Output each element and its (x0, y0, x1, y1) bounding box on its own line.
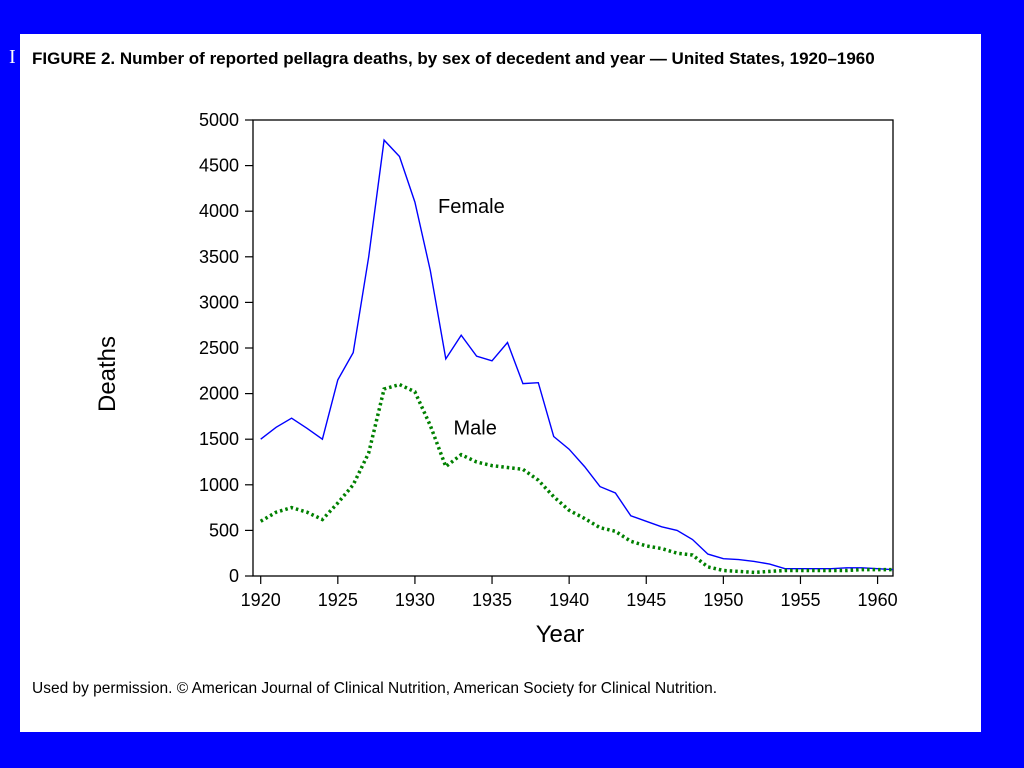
y-tick-label: 0 (229, 566, 239, 586)
x-tick-label: 1960 (858, 590, 898, 610)
y-tick-label: 4500 (199, 156, 239, 176)
x-tick-label: 1955 (780, 590, 820, 610)
y-tick-label: 3000 (199, 292, 239, 312)
x-tick-label: 1925 (318, 590, 358, 610)
series-line-female (260, 138, 894, 571)
figure-panel: FIGURE 2. Number of reported pellagra de… (20, 34, 981, 732)
x-tick-label: 1935 (472, 590, 512, 610)
x-axis-title: Year (536, 621, 585, 648)
x-axis: 1920 1925 1930 1935 1940 1945 1950 1955 1960 (241, 576, 898, 610)
series-label-male: Male (453, 418, 496, 440)
y-axis-title: Deaths (94, 336, 121, 412)
y-tick-label: 1500 (199, 429, 239, 449)
series-label-female: Female (438, 196, 505, 218)
figure-footnote: Used by permission. © American Journal o… (32, 680, 718, 697)
plot-frame (252, 119, 894, 577)
x-tick-label: 1945 (626, 590, 666, 610)
x-tick-label: 1940 (549, 590, 589, 610)
x-tick-label: 1950 (703, 590, 743, 610)
y-tick-label: 4000 (199, 201, 239, 221)
y-tick-label: 5000 (199, 110, 239, 130)
x-tick-label: 1920 (241, 590, 281, 610)
y-tick-label: 1000 (199, 475, 239, 495)
figure-title: FIGURE 2. Number of reported pellagra de… (32, 49, 875, 68)
slide-marker: I (9, 46, 16, 68)
y-tick-label: 2000 (199, 384, 239, 404)
y-tick-label: 3500 (199, 247, 239, 267)
x-tick-label: 1930 (395, 590, 435, 610)
y-tick-label: 500 (209, 520, 239, 540)
series-line-male (259, 382, 893, 575)
line-chart: 0 500 1000 1500 2000 2500 3000 3500 4000 4500 5000… (94, 110, 898, 648)
y-axis: 0 500 1000 1500 2000 2500 3000 3500 4000 4500 5000 (199, 110, 253, 586)
y-tick-label: 2500 (199, 338, 239, 358)
series-layer: Female Male (259, 138, 894, 575)
